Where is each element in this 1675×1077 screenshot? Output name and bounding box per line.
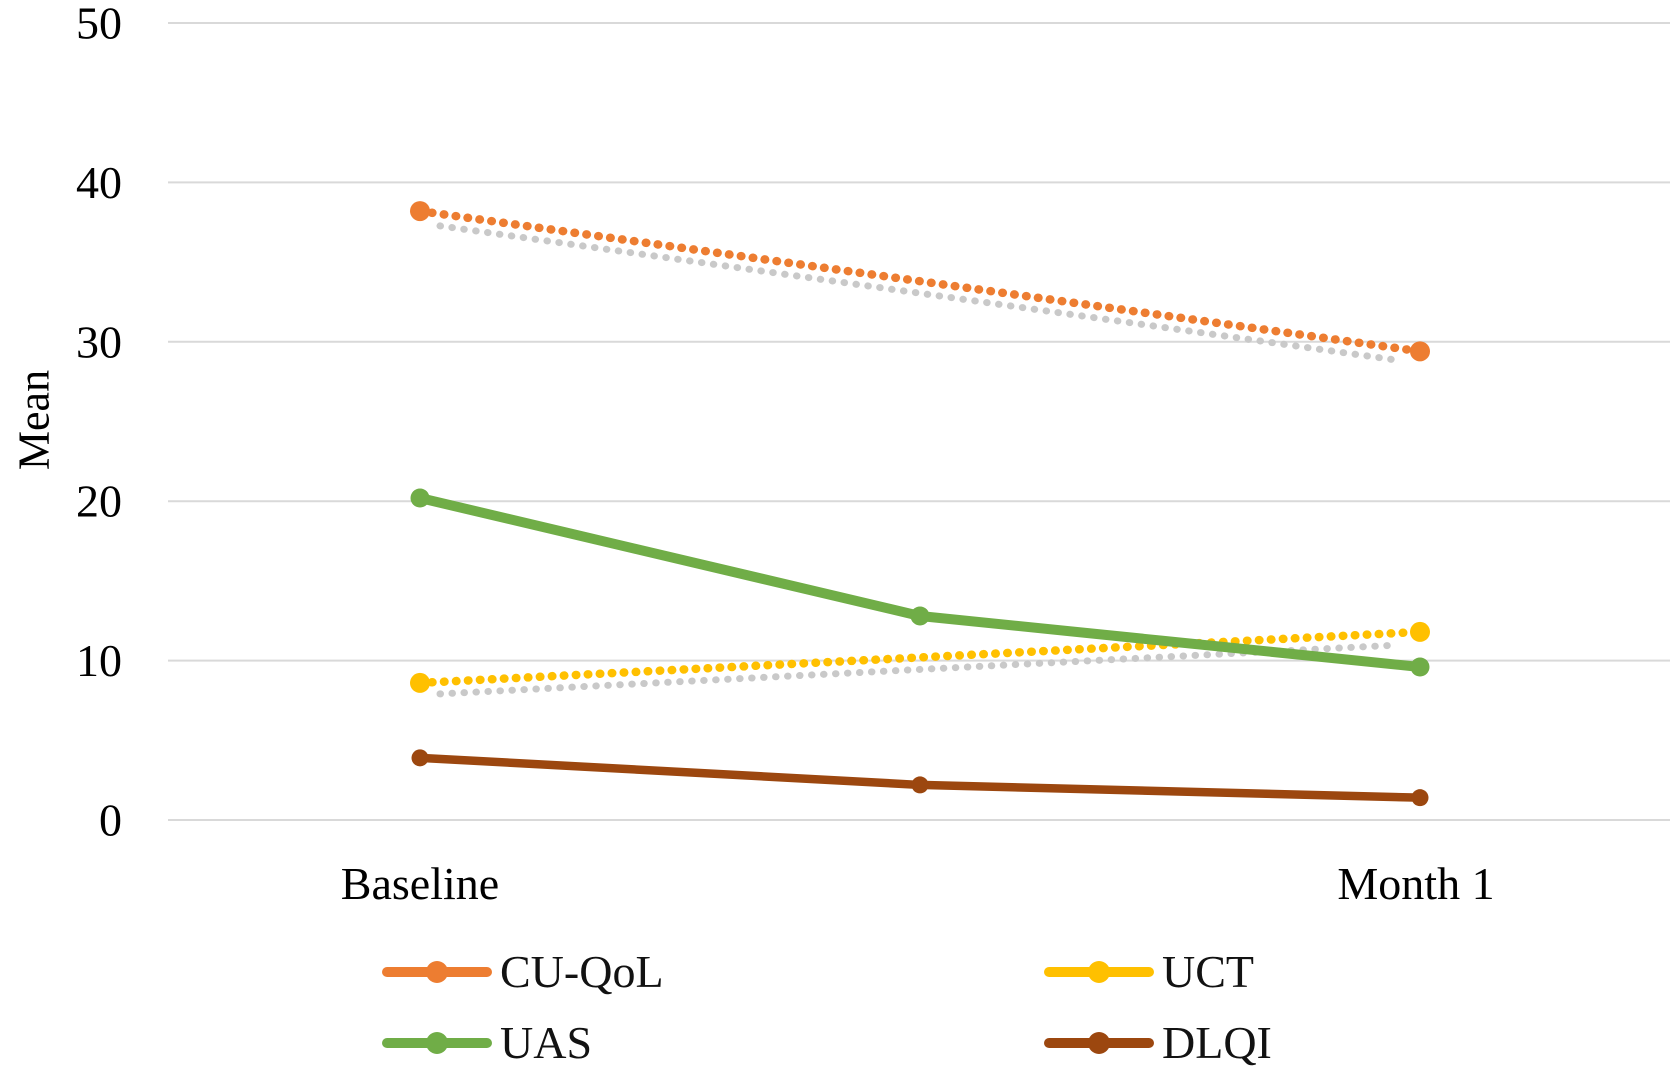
legend-item-cu-qol: CU-QoL	[381, 946, 664, 998]
series-line-uct	[415, 627, 1425, 688]
legend-swatch-dlqi	[1044, 1032, 1154, 1054]
y-tick-label-20: 20	[76, 476, 122, 527]
marker-uas-0	[410, 488, 430, 508]
legend-item-uct: UCT	[1043, 946, 1254, 998]
y-axis-title: Mean	[10, 370, 59, 470]
y-tick-label-50: 50	[76, 0, 122, 49]
legend-marker-uas	[426, 1032, 448, 1054]
marker-cu-qol-0	[410, 201, 430, 222]
marker-uct-0	[410, 672, 430, 693]
legend-item-dlqi: DLQI	[1043, 1017, 1272, 1069]
series-line-cu-qol	[415, 206, 1425, 356]
legend-label-dlqi: DLQI	[1162, 1017, 1272, 1068]
legend-item-uas: UAS	[381, 1017, 592, 1069]
marker-uas-1	[910, 606, 930, 626]
legend-marker-cu-qol	[426, 961, 448, 983]
trend-shadow-uct	[436, 641, 1398, 698]
marker-dlqi-2	[1411, 789, 1429, 807]
marker-uas-2	[1410, 657, 1430, 677]
legend-label-uas: UAS	[500, 1017, 593, 1068]
y-tick-label-30: 30	[76, 316, 122, 367]
marker-dlqi-0	[411, 749, 429, 767]
y-tick-label-40: 40	[76, 157, 122, 208]
legend-swatch-uas	[382, 1032, 492, 1054]
legend-swatch-uct	[1044, 961, 1154, 983]
marker-uct-1	[1410, 621, 1430, 642]
legend-label-uct: UCT	[1162, 946, 1254, 997]
marker-cu-qol-1	[1410, 341, 1430, 362]
legend-label-cu-qol: CU-QoL	[500, 946, 664, 997]
legend-swatch-cu-qol	[382, 961, 492, 983]
trend-shadow-cu-qol	[436, 222, 1398, 364]
x-tick-label-month-1: Month 1	[1337, 858, 1494, 909]
legend-marker-uct	[1088, 961, 1110, 983]
marker-dlqi-1	[911, 776, 929, 794]
y-tick-label-10: 10	[76, 635, 122, 686]
y-tick-label-0: 0	[99, 795, 122, 846]
x-tick-label-baseline: Baseline	[341, 858, 499, 909]
legend-marker-dlqi	[1088, 1032, 1110, 1054]
